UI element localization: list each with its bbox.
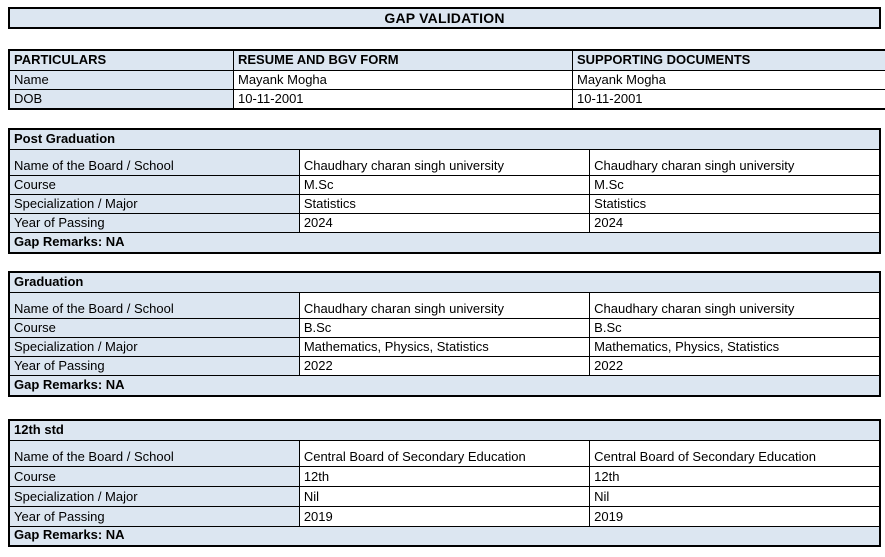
particulars-header-row: PARTICULARS RESUME AND BGV FORM SUPPORTI… <box>8 49 885 71</box>
gap-remarks: Gap Remarks: NA <box>8 525 881 547</box>
cell-resume-value: M.Sc <box>298 174 591 195</box>
row-label: Name of the Board / School <box>8 291 300 319</box>
section-title: 12th std <box>8 419 881 441</box>
gap-remarks: Gap Remarks: NA <box>8 231 881 254</box>
cell-supporting-value: B.Sc <box>589 317 881 338</box>
cell-supporting-value: 2022 <box>589 355 881 376</box>
cell-resume-value: Nil <box>298 485 591 507</box>
cell-resume-value: Mathematics, Physics, Statistics <box>298 336 591 357</box>
table-row-course: Course B.Sc B.Sc <box>8 317 881 338</box>
cell-supporting-value: 12th <box>589 465 881 487</box>
row-label: Name <box>8 69 234 90</box>
cell-supporting-value: Statistics <box>589 193 881 214</box>
cell-resume-value: Mayank Mogha <box>233 69 573 90</box>
header-cell-supporting-documents: SUPPORTING DOCUMENTS <box>572 49 885 71</box>
particulars-table: PARTICULARS RESUME AND BGV FORM SUPPORTI… <box>8 49 885 110</box>
cell-supporting-value: 2024 <box>589 212 881 233</box>
row-label: Year of Passing <box>8 505 300 527</box>
cell-resume-value: 12th <box>298 465 591 487</box>
gap-remarks-row: Gap Remarks: NA <box>8 374 881 397</box>
table-row-dob: DOB 10-11-2001 10-11-2001 <box>8 88 885 110</box>
row-label: Name of the Board / School <box>8 148 300 176</box>
gap-remarks: Gap Remarks: NA <box>8 374 881 397</box>
section-header-row: 12th std <box>8 419 881 441</box>
cell-resume-value: Statistics <box>298 193 591 214</box>
gap-remarks-row: Gap Remarks: NA <box>8 231 881 254</box>
cell-resume-value: 10-11-2001 <box>233 88 573 110</box>
cell-supporting-value: Mathematics, Physics, Statistics <box>589 336 881 357</box>
cell-supporting-value: 2019 <box>589 505 881 527</box>
row-label: Course <box>8 317 300 338</box>
table-row-specialization: Specialization / Major Nil Nil <box>8 485 881 507</box>
cell-resume-value: B.Sc <box>298 317 591 338</box>
cell-resume-value: Chaudhary charan singh university <box>298 291 591 319</box>
table-row-course: Course M.Sc M.Sc <box>8 174 881 195</box>
table-row-specialization: Specialization / Major Mathematics, Phys… <box>8 336 881 357</box>
row-label: Course <box>8 174 300 195</box>
table-row-year-of-passing: Year of Passing 2024 2024 <box>8 212 881 233</box>
cell-supporting-value: Mayank Mogha <box>572 69 885 90</box>
cell-supporting-value: 10-11-2001 <box>572 88 885 110</box>
cell-resume-value: Central Board of Secondary Education <box>298 439 591 467</box>
cell-resume-value: 2024 <box>298 212 591 233</box>
header-cell-particulars: PARTICULARS <box>8 49 234 71</box>
cell-resume-value: 2019 <box>298 505 591 527</box>
cell-supporting-value: Nil <box>589 485 881 507</box>
section-table-12th-std: 12th std Name of the Board / School Cent… <box>8 419 881 547</box>
section-table-graduation: Graduation Name of the Board / School Ch… <box>8 271 881 397</box>
header-cell-resume-bgv-form: RESUME AND BGV FORM <box>233 49 573 71</box>
section-title: Post Graduation <box>8 128 881 150</box>
table-row-name: Name Mayank Mogha Mayank Mogha <box>8 69 885 90</box>
section-header-row: Post Graduation <box>8 128 881 150</box>
row-label: Name of the Board / School <box>8 439 300 467</box>
cell-supporting-value: Chaudhary charan singh university <box>589 291 881 319</box>
table-row-board-school: Name of the Board / School Chaudhary cha… <box>8 291 881 319</box>
table-row-board-school: Name of the Board / School Chaudhary cha… <box>8 148 881 176</box>
table-row-year-of-passing: Year of Passing 2022 2022 <box>8 355 881 376</box>
cell-resume-value: Chaudhary charan singh university <box>298 148 591 176</box>
row-label: Specialization / Major <box>8 193 300 214</box>
row-label: DOB <box>8 88 234 110</box>
table-row-board-school: Name of the Board / School Central Board… <box>8 439 881 467</box>
row-label: Specialization / Major <box>8 336 300 357</box>
row-label: Year of Passing <box>8 355 300 376</box>
cell-supporting-value: Central Board of Secondary Education <box>589 439 881 467</box>
cell-supporting-value: Chaudhary charan singh university <box>589 148 881 176</box>
section-title: Graduation <box>8 271 881 293</box>
gap-remarks-row: Gap Remarks: NA <box>8 525 881 547</box>
table-row-specialization: Specialization / Major Statistics Statis… <box>8 193 881 214</box>
table-row-course: Course 12th 12th <box>8 465 881 487</box>
section-table-post-graduation: Post Graduation Name of the Board / Scho… <box>8 128 881 254</box>
cell-resume-value: 2022 <box>298 355 591 376</box>
page-title: GAP VALIDATION <box>8 7 881 29</box>
row-label: Year of Passing <box>8 212 300 233</box>
cell-supporting-value: M.Sc <box>589 174 881 195</box>
section-header-row: Graduation <box>8 271 881 293</box>
row-label: Specialization / Major <box>8 485 300 507</box>
table-row-year-of-passing: Year of Passing 2019 2019 <box>8 505 881 527</box>
row-label: Course <box>8 465 300 487</box>
